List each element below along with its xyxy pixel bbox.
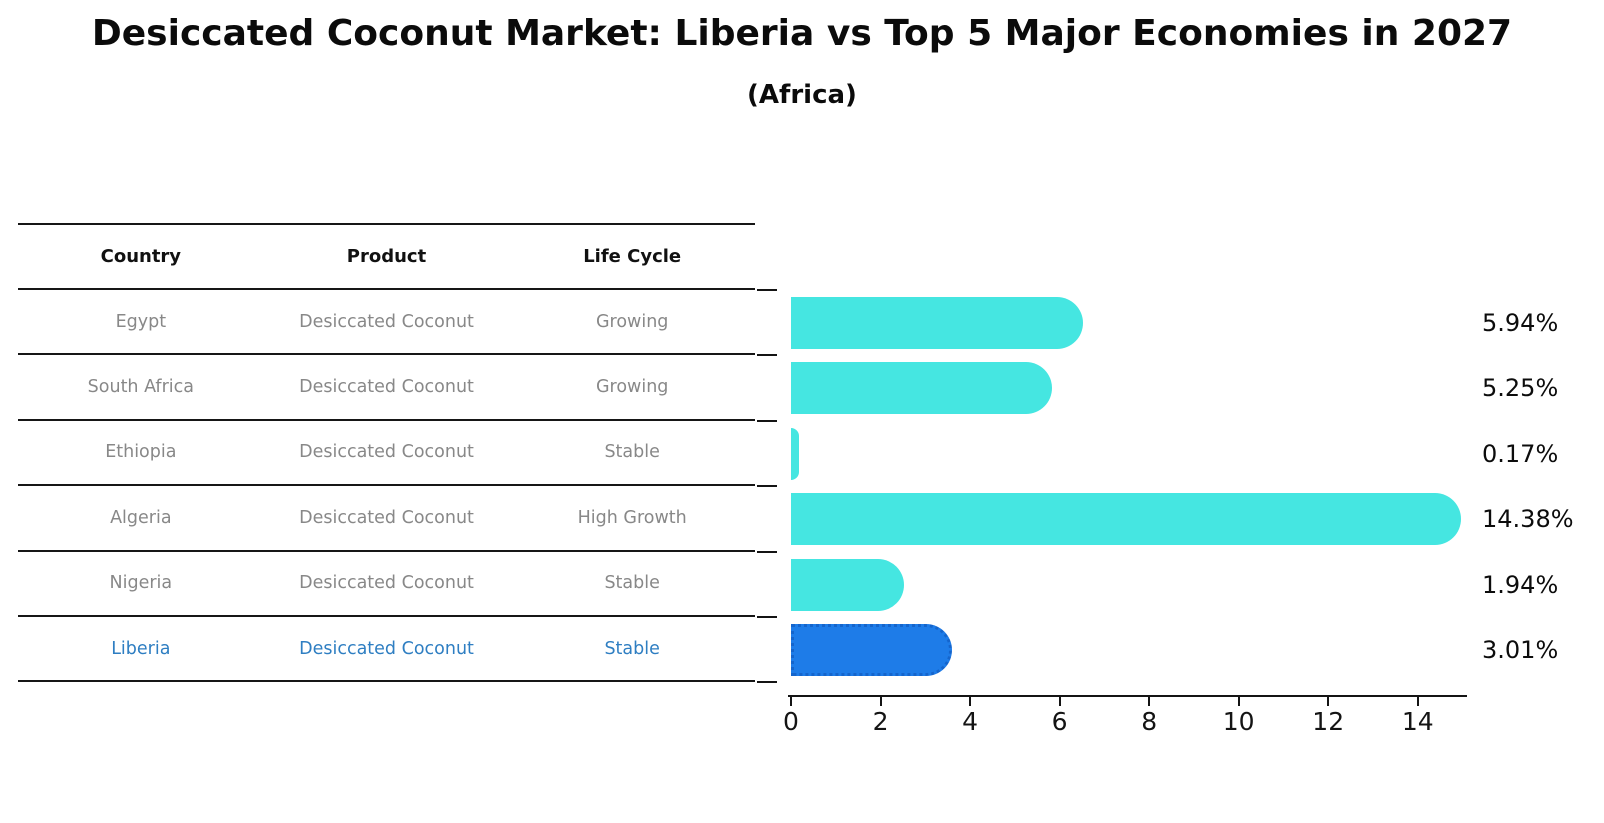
x-axis-tick (1416, 697, 1419, 706)
x-axis-tick-label: 0 (783, 707, 799, 736)
y-axis-tick (757, 289, 777, 291)
x-axis-tick (879, 697, 882, 706)
x-axis-tick-label: 14 (1401, 707, 1434, 736)
table-row-egypt: Egypt Desiccated Coconut Growing (18, 290, 755, 356)
bar-south-africa (791, 362, 1052, 415)
table-header-life-cycle: Life Cycle (583, 246, 682, 267)
life-cycle-cell: Stable (604, 442, 660, 463)
table-header-country: Country (100, 246, 182, 267)
country-cell: Algeria (110, 507, 172, 528)
bar-algeria (791, 493, 1461, 546)
value-label: 5.94% (1482, 309, 1559, 337)
x-axis-tick (790, 697, 792, 706)
product-cell: Desiccated Coconut (299, 377, 474, 398)
table-row-south-africa: South Africa Desiccated Coconut Growing (18, 355, 755, 421)
x-axis-tick-label: 2 (872, 707, 889, 736)
table-row-ethiopia: Ethiopia Desiccated Coconut Stable (18, 421, 755, 487)
x-axis-tick-label: 4 (962, 707, 979, 736)
y-axis-tick (757, 616, 777, 618)
table-body: Egypt Desiccated Coconut Growing South Afri… (18, 290, 755, 683)
table-header-row: Country Product Life Cycle (18, 223, 755, 290)
country-cell: Nigeria (109, 573, 173, 594)
x-axis-tick (1237, 697, 1240, 706)
x-axis-tick (1327, 697, 1330, 706)
value-label: 0.17% (1482, 439, 1559, 468)
value-label: 3.01% (1482, 636, 1559, 664)
y-axis-tick (757, 681, 777, 684)
product-cell: Desiccated Coconut (299, 311, 474, 332)
product-cell: Desiccated Coconut (299, 573, 474, 594)
bar-egypt (791, 297, 1083, 349)
y-axis-tick (757, 485, 777, 488)
product-cell: Desiccated Coconut (299, 507, 474, 528)
value-label: 14.38% (1482, 505, 1574, 534)
x-axis-line (788, 695, 1467, 697)
x-axis-tick (1148, 697, 1151, 706)
product-cell: Desiccated Coconut (299, 638, 474, 659)
life-cycle-cell: High Growth (577, 507, 687, 528)
x-axis-tick (969, 697, 972, 706)
y-axis-tick (757, 550, 777, 553)
country-cell: Ethiopia (105, 442, 177, 463)
product-cell: Desiccated Coconut (299, 442, 474, 463)
chart-title: Desiccated Coconut Market: Liberia vs To… (91, 13, 1513, 54)
life-cycle-cell: Stable (604, 638, 660, 659)
y-axis-tick (757, 419, 777, 422)
y-axis-tick (757, 354, 777, 357)
life-cycle-cell: Stable (604, 573, 660, 594)
life-cycle-cell: Growing (595, 311, 669, 332)
x-axis-tick-label: 10 (1222, 707, 1255, 736)
life-cycle-cell: Growing (595, 377, 669, 398)
bar-ethiopia (791, 427, 799, 480)
value-label: 5.25% (1482, 374, 1559, 403)
table-row-nigeria: Nigeria Desiccated Coconut Stable (18, 552, 755, 617)
x-axis-tick (1058, 697, 1061, 706)
x-axis-tick-label: 6 (1051, 707, 1068, 736)
value-label: 1.94% (1482, 570, 1559, 599)
country-cell: South Africa (87, 377, 194, 398)
table-row-liberia: Liberia Desiccated Coconut Stable (18, 617, 755, 683)
table-header-product: Product (346, 246, 427, 267)
bar-nigeria (791, 558, 904, 611)
country-table: Country Product Life Cycle Egypt Desiccat… (18, 223, 755, 683)
country-cell: Egypt (115, 311, 167, 332)
chart-subtitle: (Africa) (747, 80, 857, 110)
x-axis-tick-label: 12 (1312, 707, 1345, 736)
table-row-algeria: Algeria Desiccated Coconut High Growth (18, 486, 755, 552)
bar-liberia (791, 624, 952, 676)
x-axis-tick-label: 8 (1141, 707, 1158, 736)
country-cell: Liberia (111, 638, 171, 659)
